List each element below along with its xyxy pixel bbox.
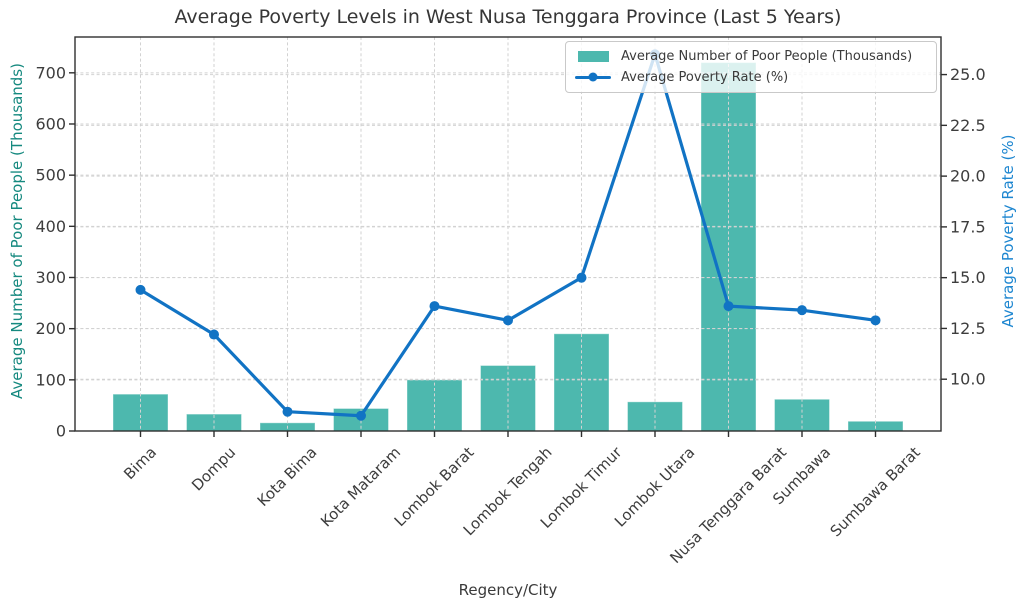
marker-kota-mataram — [356, 410, 366, 421]
legend-line-swatch-slot — [574, 72, 612, 82]
bar-lombok-tengah — [480, 365, 536, 432]
x-tick-label-sumbawa-barat: Sumbawa Barat — [827, 443, 924, 540]
y-tick-label-left: 500 — [35, 166, 66, 185]
y-tick-label-right: 17.5 — [950, 217, 986, 236]
right-axis-label: Average Poverty Rate (%) — [999, 134, 1017, 328]
marker-bima — [135, 284, 146, 295]
bar-lombok-timur — [553, 333, 610, 432]
y-tick-label-left: 400 — [35, 217, 66, 236]
y-tick-label-left: 700 — [35, 63, 66, 82]
marker-lombok-timur — [576, 272, 587, 283]
y-tick-label-right: 15.0 — [950, 268, 986, 287]
legend-bar-swatch-slot — [574, 51, 612, 63]
x-tick-label-dompu: Dompu — [188, 443, 239, 494]
legend-line-marker-dot — [588, 72, 598, 82]
legend-line-label: Average Poverty Rate (%) — [621, 69, 789, 85]
y-tick-label-left: 0 — [56, 422, 66, 441]
marker-lombok-barat — [429, 301, 440, 312]
legend-bar-label: Average Number of Poor People (Thousands… — [621, 49, 913, 65]
x-axis-label: Regency/City — [458, 581, 558, 599]
chart-title: Average Poverty Levels in West Nusa Teng… — [174, 6, 842, 28]
bar-swatch-icon — [577, 51, 609, 63]
y-tick-label-right: 12.5 — [950, 319, 986, 338]
y-tick-label-right: 22.5 — [950, 116, 986, 135]
marker-lombok-tengah — [503, 315, 513, 326]
x-tick-label-kota-bima: Kota Bima — [254, 443, 321, 510]
y-tick-label-left: 100 — [35, 370, 66, 389]
y-tick-label-right: 10.0 — [950, 370, 986, 389]
y-tick-label-left: 600 — [35, 114, 66, 133]
x-tick-label-bima: Bima — [120, 443, 160, 483]
legend-item-bars: Average Number of Poor People (Thousands… — [574, 49, 928, 64]
marker-sumbawa — [797, 305, 807, 316]
y-tick-label-right: 20.0 — [950, 167, 986, 186]
y-tick-label-right: 25.0 — [950, 65, 986, 84]
line-swatch-icon — [575, 72, 611, 82]
bar-nusa-tenggara-barat — [700, 62, 757, 432]
marker-kota-bima — [282, 406, 293, 417]
marker-nusa-tenggara-barat — [723, 301, 734, 312]
left-axis-label: Average Number of Poor People (Thousands… — [8, 63, 26, 399]
y-tick-label-left: 300 — [35, 268, 66, 287]
legend: Average Number of Poor People (Thousands… — [565, 41, 937, 93]
y-tick-label-left: 200 — [35, 319, 66, 338]
legend-item-line: Average Poverty Rate (%) — [574, 70, 928, 85]
marker-dompu — [209, 329, 219, 340]
marker-sumbawa-barat — [870, 315, 881, 326]
